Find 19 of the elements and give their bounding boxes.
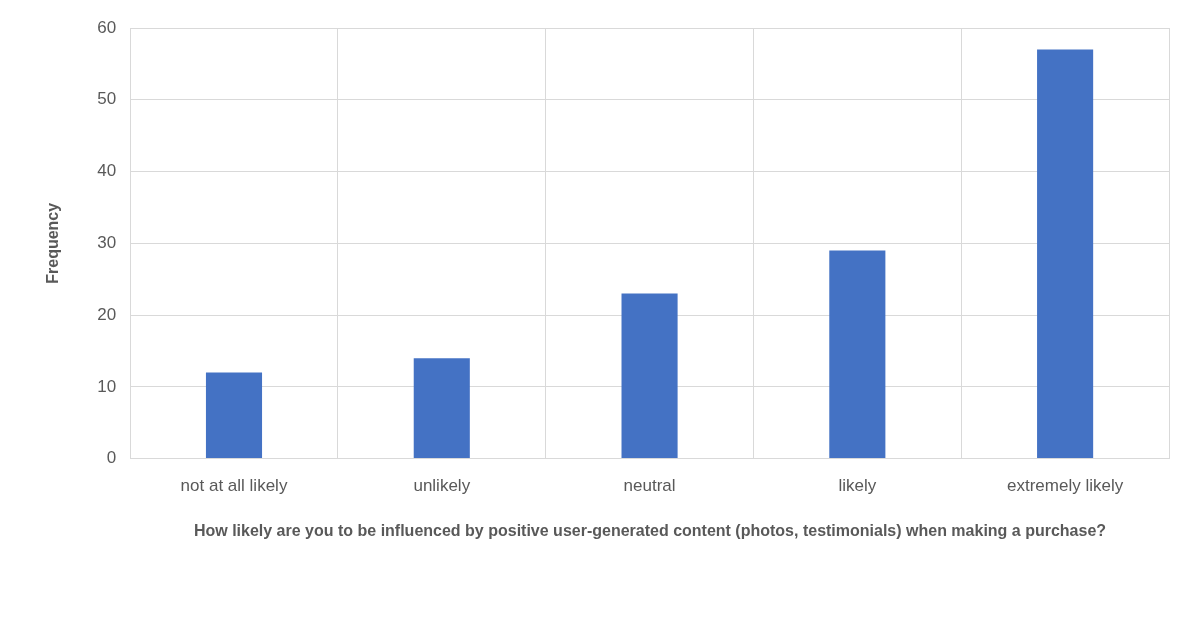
y-tick-label: 30 (97, 232, 117, 252)
x-tick-label: neutral (623, 476, 676, 496)
y-tick-label: 60 (97, 17, 117, 37)
y-tick-label: 50 (97, 89, 117, 109)
y-tick-label: 40 (97, 161, 117, 181)
y-tick-label: 10 (97, 376, 117, 396)
x-axis-title: How likely are you to be influenced by positive user-generated content (photos, testimonials) when making a purchase? (192, 521, 1108, 541)
x-tick-label: not at all likely (180, 476, 288, 496)
bar (1037, 49, 1094, 459)
x-tick-label: extremely likely (1007, 476, 1124, 496)
x-tick-label: unlikely (413, 476, 471, 496)
bar (621, 293, 678, 459)
x-tick-label: likely (838, 476, 877, 496)
bar (829, 250, 886, 459)
y-tick-label: 20 (97, 304, 117, 324)
y-axis-title: Frequency (44, 202, 62, 284)
bar (205, 372, 263, 459)
y-tick-label: 0 (106, 448, 117, 468)
bar (413, 358, 470, 459)
